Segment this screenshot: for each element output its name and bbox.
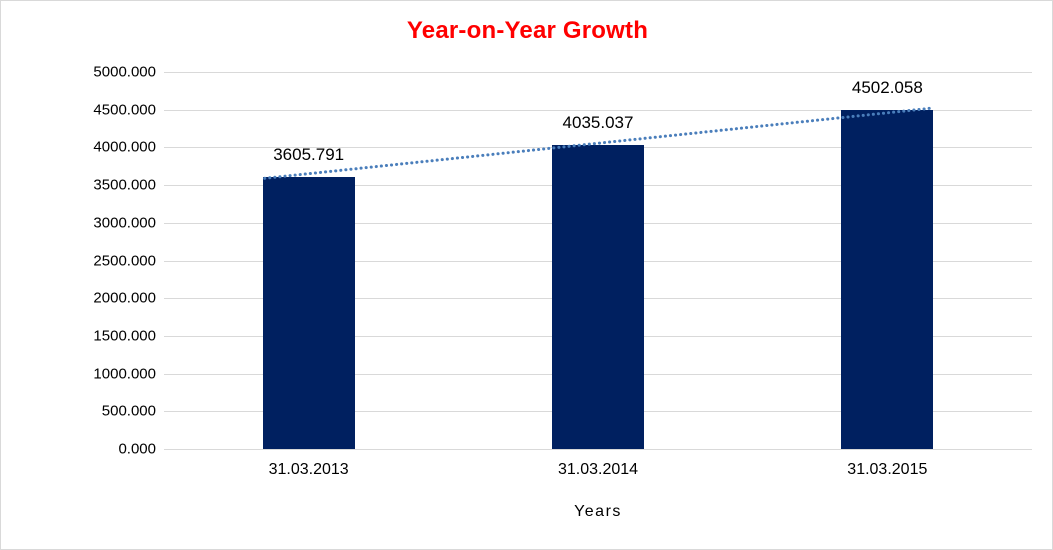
x-axis-title: Years [574,503,622,520]
y-axis-tick-label: 500.000 [101,402,156,420]
x-axis-category-label: 31.03.2015 [847,461,928,478]
bar-value-label: 4035.037 [562,112,634,132]
y-axis-tick-label: 4500.000 [93,101,156,119]
bar-value-label: 3605.791 [273,145,345,165]
gridline [164,72,1032,73]
y-axis-tick-label: 3000.000 [93,214,156,232]
y-axis-tick-label: 2000.000 [93,289,156,307]
bar[interactable] [552,144,644,449]
y-axis-tick-label: 4000.000 [93,138,156,156]
y-axis-tick-label: 1000.000 [93,365,156,383]
y-axis-tick-label: 0.000 [118,440,156,458]
x-axis-category-labels: 31.03.2013 31.03.2014 31.03.2015 [164,461,1032,485]
x-axis-category-label: 31.03.2013 [268,461,349,478]
chart-title: Year-on-Year Growth [406,17,649,44]
y-axis-tick-label: 1500.000 [93,327,156,345]
bar[interactable] [841,109,934,449]
y-axis-tick-label: 2500.000 [93,252,156,269]
y-axis-tick-label: 5000.000 [93,63,156,81]
y-axis-tick-labels: 5000.000 4500.000 4000.000 3500.000 3000.000… [46,64,156,458]
y-axis-tick-label: 3500.000 [93,176,156,194]
bar[interactable] [262,177,355,449]
x-axis-category-label: 31.03.2014 [557,461,639,478]
bar-value-label: 4502.058 [851,77,923,97]
gridline [164,449,1032,450]
plot-area: 3605.791 4035.037 4502.058 [164,72,1032,450]
